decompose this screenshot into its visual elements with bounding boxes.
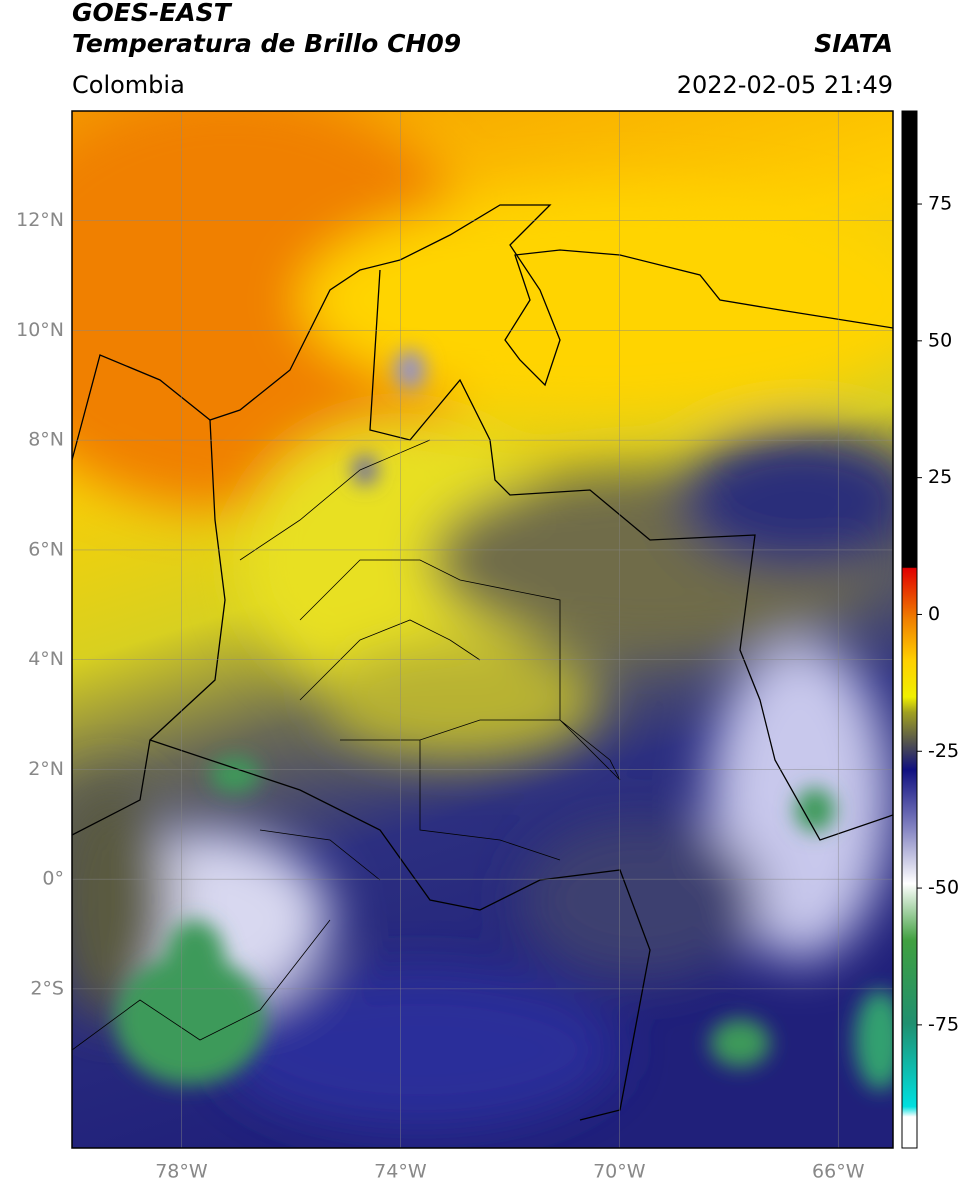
lat-tick-label: 12°N xyxy=(16,209,64,231)
lon-tick-label: 66°W xyxy=(812,1161,865,1183)
colorbar-tick-label: -25 xyxy=(928,740,959,762)
lat-tick-label: 2°S xyxy=(30,977,64,999)
lat-tick-label: 6°N xyxy=(28,538,64,560)
title: GOES-EAST xyxy=(72,0,233,27)
colorbar xyxy=(901,110,918,1149)
subtitle: Temperatura de Brillo CH09 xyxy=(72,29,461,58)
graticule: 12°N 10°N 8°N 6°N 4°N 2°N 0° 2°S 78°W 74°W 70°W 66°… xyxy=(16,111,893,1183)
lat-tick-label: 0° xyxy=(42,868,64,890)
colorbar-tick-label: -75 xyxy=(928,1013,959,1035)
lon-tick-label: 78°W xyxy=(155,1161,208,1183)
colorbar-tick-label: 50 xyxy=(928,329,952,351)
colorbar-tick-label: 75 xyxy=(928,193,952,215)
colorbar-tick-label: 0 xyxy=(928,603,940,625)
satellite-image xyxy=(72,111,893,1148)
map-frame xyxy=(71,110,894,1149)
region: Colombia xyxy=(72,71,185,99)
source: SIATA xyxy=(814,29,893,58)
lat-tick-label: 4°N xyxy=(28,648,64,670)
colorbar-tick-label: 25 xyxy=(928,466,952,488)
datetime: 2022-02-05 21:49 xyxy=(677,71,893,99)
lon-tick-label: 70°W xyxy=(593,1161,646,1183)
lon-tick-label: 74°W xyxy=(374,1161,427,1183)
lat-tick-label: 2°N xyxy=(28,758,64,780)
colorbar-ticks: 75 50 25 0 -25 -50 -75 xyxy=(917,193,959,1035)
colorbar-tick-label: -50 xyxy=(928,877,959,899)
lat-tick-label: 10°N xyxy=(16,319,64,341)
lat-tick-label: 8°N xyxy=(28,429,64,451)
